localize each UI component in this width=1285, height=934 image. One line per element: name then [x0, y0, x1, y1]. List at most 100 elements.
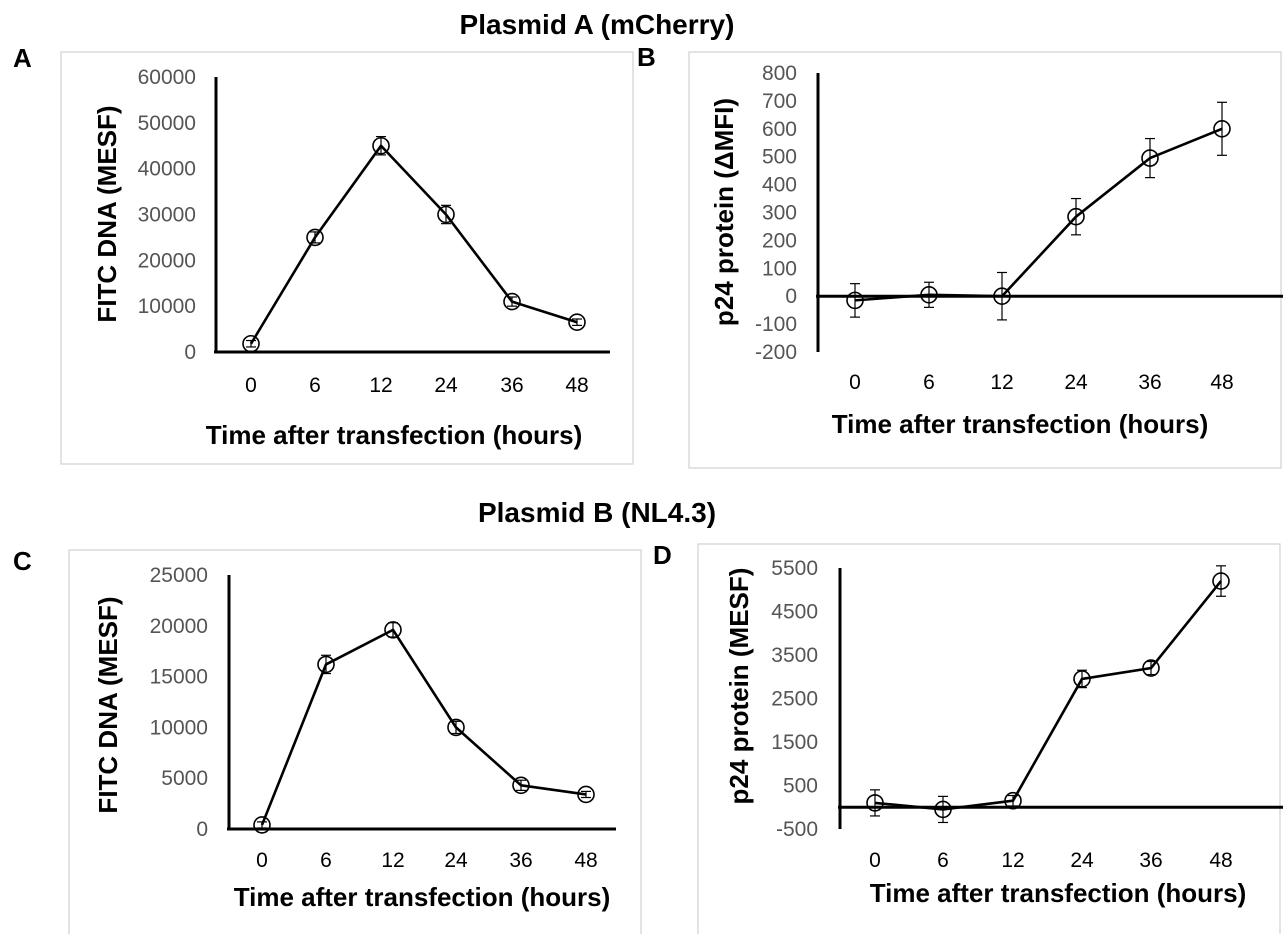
y-tick-label: 1500	[771, 731, 818, 754]
x-tick-label: 48	[574, 849, 597, 872]
data-point	[568, 313, 586, 332]
data-point	[993, 287, 1011, 306]
y-tick-label: 0	[184, 341, 196, 364]
data-point	[437, 205, 455, 224]
x-tick-label: 36	[1138, 371, 1161, 394]
y-tick-label: 30000	[138, 204, 196, 227]
x-tick-label: 6	[937, 849, 949, 872]
panel-frame	[688, 51, 1282, 469]
series-line	[874, 580, 1223, 811]
y-tick-label: -100	[755, 313, 797, 336]
y-tick-label: 25000	[150, 564, 208, 587]
y-tick-label: 50000	[138, 112, 196, 135]
x-tick-label: 36	[500, 374, 523, 397]
panel-frame	[697, 543, 1281, 934]
x-tick-label: 24	[444, 849, 468, 872]
x-tick-label: 24	[1064, 371, 1088, 394]
y-tick-label: 300	[762, 202, 797, 225]
x-tick-label: 0	[256, 849, 268, 872]
x-tick-label: 12	[990, 371, 1013, 394]
section-title-plasmid-b: Plasmid B (NL4.3)	[478, 497, 716, 528]
y-tick-label: -500	[776, 818, 818, 841]
y-axis-title: FITC DNA (MESF)	[92, 105, 122, 322]
y-tick-label: 0	[785, 285, 797, 308]
series-line	[249, 144, 578, 345]
data-point	[447, 718, 465, 737]
y-tick-label: 600	[762, 118, 797, 141]
x-tick-label: 6	[923, 371, 935, 394]
panel-c: C 0 5000 10000 15000 20000 25000 0 6 12 24 36 48 Time…	[13, 546, 642, 934]
y-tick-label: 500	[783, 775, 818, 798]
x-tick-label: 12	[381, 849, 404, 872]
data-point	[846, 291, 864, 310]
x-axis-title: Time after transfection (hours)	[832, 409, 1209, 439]
y-tick-label: 15000	[150, 666, 208, 689]
panel-letter: D	[653, 540, 672, 570]
data-point	[1073, 670, 1091, 688]
y-tick-label: -200	[755, 341, 797, 364]
data-point	[1141, 149, 1159, 167]
data-point	[934, 800, 952, 819]
data-point	[1213, 120, 1231, 138]
y-tick-label: 10000	[150, 716, 208, 739]
x-tick-label: 0	[869, 849, 881, 872]
y-tick-label: 60000	[138, 66, 196, 89]
panel-frame	[68, 549, 642, 934]
x-tick-label: 36	[509, 849, 532, 872]
x-tick-label: 48	[1210, 371, 1233, 394]
y-tick-label: 2500	[771, 688, 818, 711]
y-axis-title: p24 protein (MESF)	[724, 568, 754, 805]
panel-frame	[60, 51, 634, 465]
y-tick-label: 20000	[150, 615, 208, 638]
x-tick-label: 0	[245, 374, 257, 397]
y-tick-label: 5000	[161, 767, 208, 790]
panel-letter: A	[13, 43, 32, 73]
y-tick-label: 400	[762, 174, 797, 197]
x-axis-title: Time after transfection (hours)	[206, 420, 583, 450]
panel-letter: C	[13, 546, 32, 576]
data-point	[253, 816, 271, 834]
series-line	[260, 628, 587, 826]
x-tick-label: 0	[849, 371, 861, 394]
y-tick-label: 40000	[138, 158, 196, 181]
x-axis-title: Time after transfection (hours)	[870, 878, 1247, 908]
series-line	[854, 127, 1223, 302]
y-tick-label: 700	[762, 90, 797, 113]
data-point	[1212, 572, 1230, 590]
y-tick-label: 10000	[138, 295, 196, 318]
x-tick-label: 24	[434, 374, 458, 397]
y-tick-label: 5500	[771, 557, 818, 580]
data-point	[1067, 207, 1085, 226]
y-tick-label: 200	[762, 229, 797, 252]
data-point	[503, 292, 521, 311]
panel-d: D -500 500 1500 2500 3500 4500 5500 0 6 12 24 36 48 Ti…	[653, 540, 1283, 934]
data-point	[577, 785, 595, 804]
x-tick-label: 36	[1139, 849, 1162, 872]
x-tick-label: 48	[565, 374, 588, 397]
x-tick-label: 6	[320, 849, 332, 872]
data-point	[306, 228, 324, 247]
data-point	[920, 286, 938, 304]
data-point	[384, 621, 402, 639]
section-title-plasmid-a: Plasmid A (mCherry)	[460, 9, 735, 40]
data-point	[372, 136, 390, 155]
panel-b: B -200 -100 0 100 200 300 400 500 600 700 800 0 6 12 24…	[637, 42, 1283, 469]
y-tick-label: 4500	[771, 601, 818, 624]
panel-letter: B	[637, 42, 656, 72]
x-tick-label: 12	[1001, 849, 1024, 872]
data-point	[1142, 659, 1160, 677]
x-axis-title: Time after transfection (hours)	[234, 882, 611, 912]
y-axis-title: FITC DNA (MESF)	[93, 596, 123, 813]
panel-a: A 0 10000 20000 30000 40000 50000 60000 0 6 12 24 36…	[13, 43, 634, 465]
x-tick-label: 6	[309, 374, 321, 397]
data-point	[1004, 791, 1022, 810]
x-tick-label: 48	[1209, 849, 1232, 872]
y-tick-label: 20000	[138, 249, 196, 272]
x-tick-label: 12	[369, 374, 392, 397]
data-point	[242, 334, 260, 353]
data-point	[512, 776, 530, 795]
y-axis-title: p24 protein (ΔMFI)	[709, 98, 739, 326]
data-point	[866, 794, 884, 812]
y-tick-label: 3500	[771, 644, 818, 667]
